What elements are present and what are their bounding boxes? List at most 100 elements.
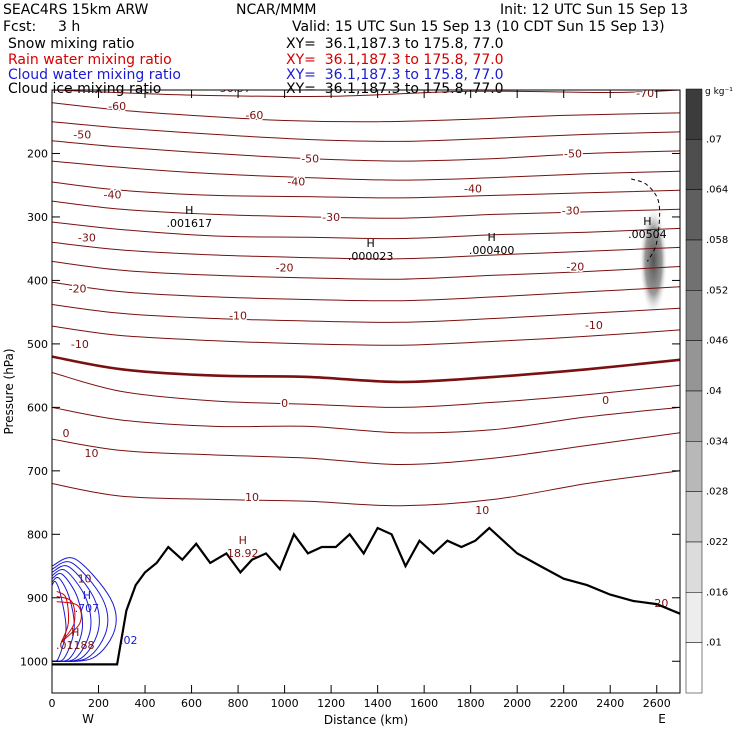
field-1-name: Rain water mixing ratio	[8, 52, 172, 68]
extremum-marker: H	[83, 589, 91, 602]
extremum-value: .02	[120, 634, 138, 647]
x-tick-label: 2000	[503, 697, 531, 710]
colorbar-swatch	[685, 189, 703, 241]
y-tick-label: 700	[27, 465, 48, 478]
y-tick-label: 1000	[20, 655, 48, 668]
isotherm-label: -20	[69, 283, 87, 296]
isotherm-label: -50	[564, 147, 582, 160]
x-tick-label: 2600	[643, 697, 671, 710]
x-tick-label: 2200	[550, 697, 578, 710]
colorbar-tick-label: .052	[706, 285, 728, 296]
isotherm-label: -20	[276, 262, 294, 275]
isotherm-line	[52, 140, 680, 162]
init-time: Init: 12 UTC Sun 15 Sep 13	[500, 2, 689, 18]
colorbar-swatch	[685, 390, 703, 442]
y-tick-label: 300	[27, 211, 48, 224]
colorbar-tick-label: .064	[706, 185, 728, 196]
isotherm-label: -40	[464, 182, 482, 195]
colorbar-tick-label: .058	[706, 235, 728, 246]
y-tick-label: 400	[27, 274, 48, 287]
isotherm-label: -70	[636, 87, 654, 100]
field-1-xy: XY= 36.1,187.3 to 175.8, 77.0	[286, 52, 504, 68]
y-tick-label: 800	[27, 528, 48, 541]
x-tick-label: 1000	[271, 697, 299, 710]
isotherm-label: 10	[78, 573, 92, 586]
isotherm-label: 10	[245, 491, 259, 504]
colorbar-swatch	[685, 491, 703, 543]
x-axis-label: Distance (km)	[324, 713, 408, 727]
y-tick-label: 500	[27, 338, 48, 351]
center-label: NCAR/MMM	[236, 2, 317, 18]
extremum-value: .000400	[469, 244, 515, 257]
x-tick-label: 600	[181, 697, 202, 710]
field-3-xy: XY= 36.1,187.3 to 175.8, 77.0	[286, 81, 504, 97]
colorbar-tick-label: .07	[706, 134, 722, 145]
x-tick-label: 800	[228, 697, 249, 710]
colorbar-swatch	[685, 239, 703, 291]
y-tick-label: 600	[27, 401, 48, 414]
isotherm-label: -10	[229, 309, 247, 322]
isotherm-label: -60	[108, 100, 126, 113]
isotherm-line	[52, 372, 680, 408]
isotherm-label: -30	[322, 211, 340, 224]
plot-layer: -70 -60 -60 -50 -50 -50 -40 -40 -40 -30 -30 -30 -20 -…	[52, 82, 680, 666]
isotherm-label: -10	[71, 338, 89, 351]
rain-water-contour	[56, 590, 70, 643]
field-0-name: Snow mixing ratio	[8, 36, 135, 52]
rain-water-contour	[56, 601, 82, 643]
model-title: SEAC4RS 15km ARW	[3, 2, 149, 18]
isotherm-label: -10	[585, 319, 603, 332]
cloud-water-contour	[52, 561, 109, 662]
snow-contour	[631, 178, 661, 262]
x-tick-label: 1800	[457, 697, 485, 710]
colorbar-tick-label: .01	[706, 638, 722, 649]
isotherm-label: 0	[602, 394, 609, 407]
plot-frame	[51, 89, 681, 694]
isotherm-line	[52, 406, 680, 434]
cloud-water-contour	[52, 569, 92, 662]
colorbar-tick-label: .04	[706, 386, 722, 397]
isotherm-line	[52, 260, 680, 280]
colorbar-swatch	[685, 642, 703, 694]
extremum-value: .01188	[56, 639, 95, 652]
extremum-marker: H	[367, 237, 375, 250]
x-end-label-right: E	[658, 712, 666, 726]
isotherm-label: -20	[566, 260, 584, 273]
colorbar-swatch	[685, 441, 703, 492]
isotherm-line	[52, 470, 680, 507]
colorbar-swatch	[685, 340, 703, 392]
field-2-name: Cloud water mixing ratio	[8, 67, 181, 83]
colorbar-swatch	[685, 541, 703, 593]
extremum-value: .000023	[348, 250, 394, 263]
extremum-value: .707	[75, 602, 100, 615]
extremum-value: 18.92	[227, 547, 259, 560]
terrain-line	[52, 526, 680, 666]
colorbar-unit: g kg⁻¹	[705, 87, 733, 97]
x-tick-label: 1400	[364, 697, 392, 710]
isotherm-line	[52, 160, 680, 181]
isotherm-line	[52, 121, 680, 142]
extremum-value: .001617	[166, 217, 212, 230]
colorbar-swatch	[685, 88, 703, 140]
colorbar-swatch	[685, 139, 703, 190]
cloud-water-contour	[52, 565, 100, 662]
isotherm-label: 10	[85, 447, 99, 460]
x-tick-label: 1200	[317, 697, 345, 710]
isotherm-label: -40	[103, 189, 121, 202]
isotherm-label: 0	[62, 427, 69, 440]
isotherm-label: -56.97	[216, 82, 251, 95]
y-tick-label: 200	[27, 147, 48, 160]
x-tick-label: 2400	[596, 697, 624, 710]
isotherm-line	[52, 281, 680, 302]
isotherm-label: -40	[287, 175, 305, 188]
x-tick-label: 200	[88, 697, 109, 710]
cloud-water-contour	[52, 557, 117, 662]
cloud-water-contour	[52, 576, 75, 662]
colorbar-swatch	[685, 290, 703, 341]
isotherm-label: 10	[475, 504, 489, 517]
fcst-value: 3 h	[58, 19, 81, 35]
isotherm-line	[52, 102, 680, 123]
y-tick-label: 900	[27, 592, 48, 605]
x-tick-label: 0	[49, 697, 56, 710]
